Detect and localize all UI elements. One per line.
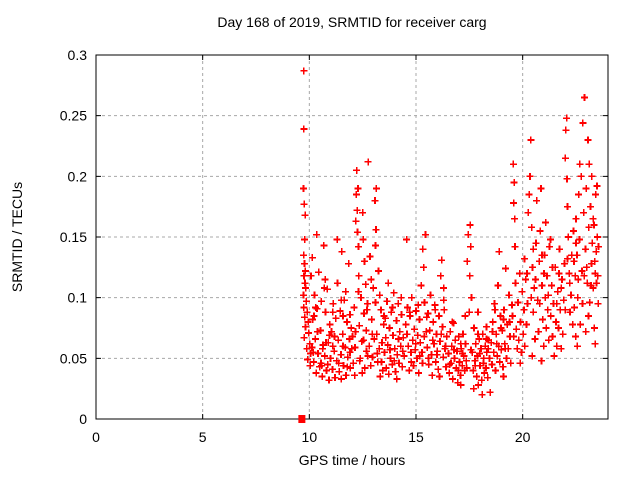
chart-title: Day 168 of 2019, SRMTID for receiver car… xyxy=(217,14,487,30)
y-tick-label: 0.1 xyxy=(68,290,88,306)
y-tick-label: 0.15 xyxy=(60,229,87,245)
x-tick-label: 10 xyxy=(302,429,318,445)
y-tick-label: 0 xyxy=(79,411,87,427)
grid-lines xyxy=(96,55,608,419)
y-tick-label: 0.25 xyxy=(60,108,87,124)
plot-border xyxy=(95,54,609,420)
tick-marks xyxy=(95,54,608,420)
x-tick-label: 20 xyxy=(515,429,531,445)
data-points xyxy=(299,67,602,399)
y-tick-label: 0.2 xyxy=(68,168,88,184)
x-tick-label: 5 xyxy=(199,429,207,445)
y-tick-label: 0.05 xyxy=(60,350,87,366)
x-tick-label: 0 xyxy=(92,429,100,445)
y-tick-label: 0.3 xyxy=(68,47,88,63)
x-tick-label: 15 xyxy=(408,429,424,445)
x-axis-label: GPS time / hours xyxy=(298,452,406,468)
zero-value-marker xyxy=(298,415,306,423)
